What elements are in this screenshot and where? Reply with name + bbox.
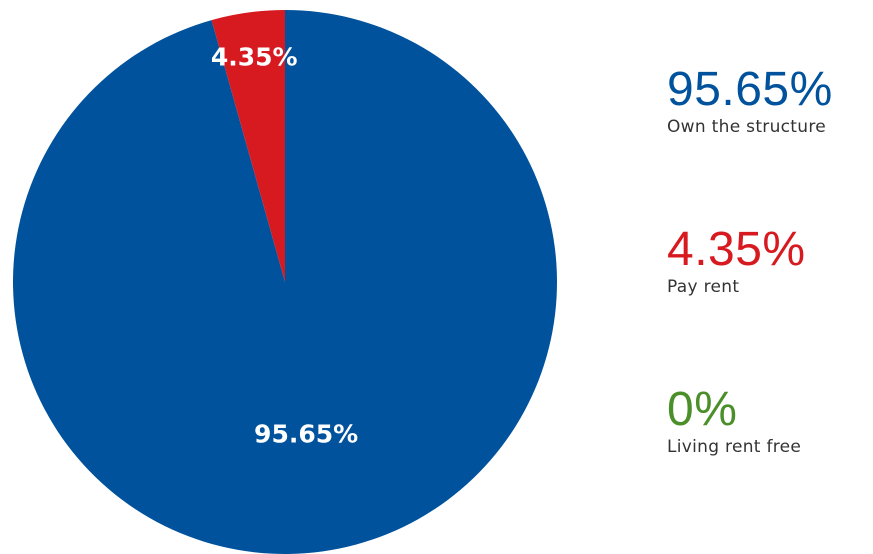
- legend-label-free: Living rent free: [667, 437, 802, 457]
- legend-value-own: 95.65%: [667, 63, 833, 116]
- pie-slice-rent: [211, 10, 285, 282]
- legend-label-own: Own the structure: [667, 117, 827, 137]
- legend-value-rent: 4.35%: [667, 223, 806, 276]
- legend-item-rent: 4.35% Pay rent: [667, 223, 867, 298]
- legend-value-free: 0%: [667, 383, 738, 436]
- pie-chart: 95.65% 4.35%: [13, 10, 558, 554]
- legend-item-own: 95.65% Own the structure: [667, 63, 867, 138]
- pie-label-own: 95.65%: [254, 420, 358, 449]
- legend-item-free: 0% Living rent free: [667, 383, 867, 458]
- legend-label-rent: Pay rent: [667, 277, 740, 297]
- pie-label-rent: 4.35%: [211, 42, 298, 71]
